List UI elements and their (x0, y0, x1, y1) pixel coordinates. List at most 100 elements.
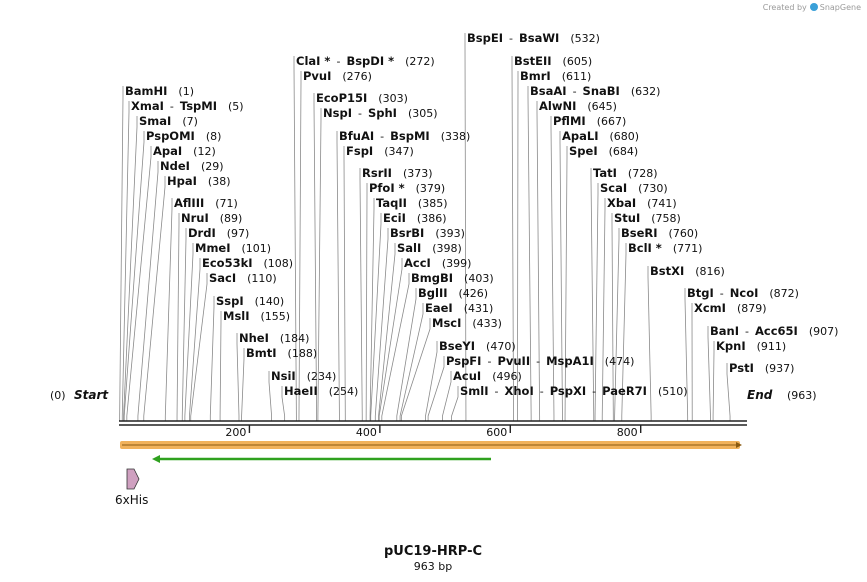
restriction-site[interactable]: SpeI (684) (569, 144, 638, 158)
restriction-site[interactable]: DrdI (97) (188, 226, 249, 240)
site-label: NdeI (29) (160, 159, 224, 173)
restriction-site[interactable]: NspI - SphI (305) (323, 106, 438, 120)
restriction-site[interactable]: BamHI (1) (125, 84, 194, 98)
restriction-site[interactable]: AccI (399) (404, 256, 471, 270)
site-label: XmaI - TspMI (5) (131, 99, 244, 113)
site-position: (373) (403, 167, 433, 180)
restriction-site[interactable]: BstXI (816) (650, 264, 725, 278)
restriction-site[interactable]: SalI (398) (397, 241, 462, 255)
restriction-site[interactable]: ApaI (12) (153, 144, 216, 158)
restriction-site[interactable]: BtgI - NcoI (872) (687, 286, 799, 300)
restriction-site[interactable]: Eco53kI (108) (202, 256, 293, 270)
restriction-site[interactable]: ClaI * - BspDI * (272) (296, 54, 435, 68)
restriction-site[interactable]: MmeI (101) (195, 241, 271, 255)
enzyme-name: SpeI (569, 144, 598, 158)
dna-backbone (119, 420, 747, 426)
restriction-site[interactable]: EaeI (431) (425, 301, 493, 315)
restriction-site[interactable]: EciI (386) (383, 211, 447, 225)
restriction-site[interactable]: BsrBI (393) (390, 226, 465, 240)
restriction-site[interactable]: BseYI (470) (439, 339, 516, 353)
site-position: (684) (609, 145, 639, 158)
orange-feature-bar[interactable] (120, 441, 742, 449)
restriction-site[interactable]: XmaI - TspMI (5) (131, 99, 244, 113)
green-arrow[interactable] (152, 455, 491, 463)
restriction-site[interactable]: BanI - Acc65I (907) (710, 324, 838, 338)
site-leader-line (712, 341, 715, 421)
restriction-site[interactable]: PspOMI (8) (146, 129, 221, 143)
restriction-site[interactable]: ScaI (730) (600, 181, 668, 195)
restriction-site[interactable]: PfoI * (379) (369, 181, 445, 195)
restriction-site[interactable]: AcuI (496) (453, 369, 522, 383)
restriction-site[interactable]: NheI (184) (239, 331, 309, 345)
restriction-site[interactable]: NsiI (234) (271, 369, 336, 383)
restriction-site[interactable]: NdeI (29) (160, 159, 224, 173)
restriction-site[interactable]: KpnI (911) (716, 339, 786, 353)
restriction-site[interactable]: SacI (110) (209, 271, 277, 285)
6xhis-feature[interactable]: 6xHis (115, 468, 148, 507)
restriction-site[interactable]: BmgBI (403) (411, 271, 494, 285)
site-leaders (119, 33, 731, 421)
site-leader-line (236, 333, 240, 421)
enzyme-name: BspDI * (346, 54, 394, 68)
enzyme-name: ClaI * (296, 54, 330, 68)
restriction-site[interactable]: BsaAI - SnaBI (632) (530, 84, 660, 98)
restriction-site[interactable]: PspFI - PvuII - MspA1I (474) (446, 354, 634, 368)
site-leader-line (399, 303, 424, 421)
restriction-site[interactable]: BstEII (605) (514, 54, 592, 68)
restriction-site[interactable]: SmlI - XhoI - PspXI - PaeR7I (510) (460, 384, 688, 398)
restriction-site[interactable]: StuI (758) (614, 211, 681, 225)
restriction-site[interactable]: HaeII (254) (284, 384, 358, 398)
enzyme-name: ApaI (153, 144, 182, 158)
site-leader-line (400, 318, 431, 421)
restriction-site[interactable]: TaqII (385) (376, 196, 448, 210)
enzyme-name: XcmI (694, 301, 726, 315)
restriction-site[interactable]: RsrII (373) (362, 166, 433, 180)
enzyme-name: PfoI * (369, 181, 405, 195)
restriction-site[interactable]: XbaI (741) (607, 196, 677, 210)
restriction-site[interactable]: BglII (426) (418, 286, 488, 300)
site-position: (470) (486, 340, 516, 353)
site-label: Eco53kI (108) (202, 256, 293, 270)
site-label: HaeII (254) (284, 384, 358, 398)
restriction-site[interactable]: XcmI (879) (694, 301, 767, 315)
restriction-site[interactable]: AlwNI (645) (539, 99, 617, 113)
restriction-site[interactable]: SspI (140) (216, 294, 284, 308)
enzyme-name: EaeI (425, 301, 453, 315)
restriction-site[interactable]: BfuAI - BspMI (338) (339, 129, 470, 143)
restriction-site[interactable]: BmrI (611) (520, 69, 591, 83)
restriction-site[interactable]: PstI (937) (729, 361, 794, 375)
site-position: (937) (765, 362, 795, 375)
restriction-site[interactable]: MscI (433) (432, 316, 502, 330)
site-leader-line (143, 176, 166, 421)
restriction-site[interactable]: MslI (155) (223, 309, 290, 323)
restriction-site[interactable]: AflIII (71) (174, 196, 238, 210)
restriction-site[interactable]: BspEI - BsaWI (532) (467, 31, 600, 45)
site-leader-line (176, 213, 180, 421)
enzyme-name: PvuII (497, 354, 530, 368)
enzyme-name: EciI (383, 211, 406, 225)
restriction-site[interactable]: PflMI (667) (553, 114, 626, 128)
restriction-site[interactable]: NruI (89) (181, 211, 242, 225)
restriction-site[interactable]: FspI (347) (346, 144, 414, 158)
site-position: (386) (417, 212, 447, 225)
site-label: PspFI - PvuII - MspA1I (474) (446, 354, 634, 368)
site-label: BfuAI - BspMI (338) (339, 129, 470, 143)
restriction-site[interactable]: BclI * (771) (628, 241, 702, 255)
site-label: HpaI (38) (167, 174, 231, 188)
restriction-site[interactable]: HpaI (38) (167, 174, 231, 188)
enzyme-name: TaqII (376, 196, 407, 210)
restriction-site[interactable]: ApaLI (680) (562, 129, 639, 143)
name-separator: - (540, 385, 544, 398)
enzyme-name: NsiI (271, 369, 296, 383)
restriction-site[interactable]: BmtI (188) (246, 346, 317, 360)
enzyme-name: BsaAI (530, 84, 567, 98)
axis-tick-label: 400 (356, 426, 377, 439)
restriction-site[interactable]: SmaI (7) (139, 114, 198, 128)
enzyme-name: SphI (368, 106, 397, 120)
restriction-site[interactable]: TatI (728) (593, 166, 658, 180)
site-leader-line (611, 213, 614, 421)
restriction-site[interactable]: PvuI (276) (303, 69, 372, 83)
restriction-site[interactable]: EcoP15I (303) (316, 91, 408, 105)
site-position: (347) (384, 145, 414, 158)
restriction-site[interactable]: BseRI (760) (621, 226, 698, 240)
